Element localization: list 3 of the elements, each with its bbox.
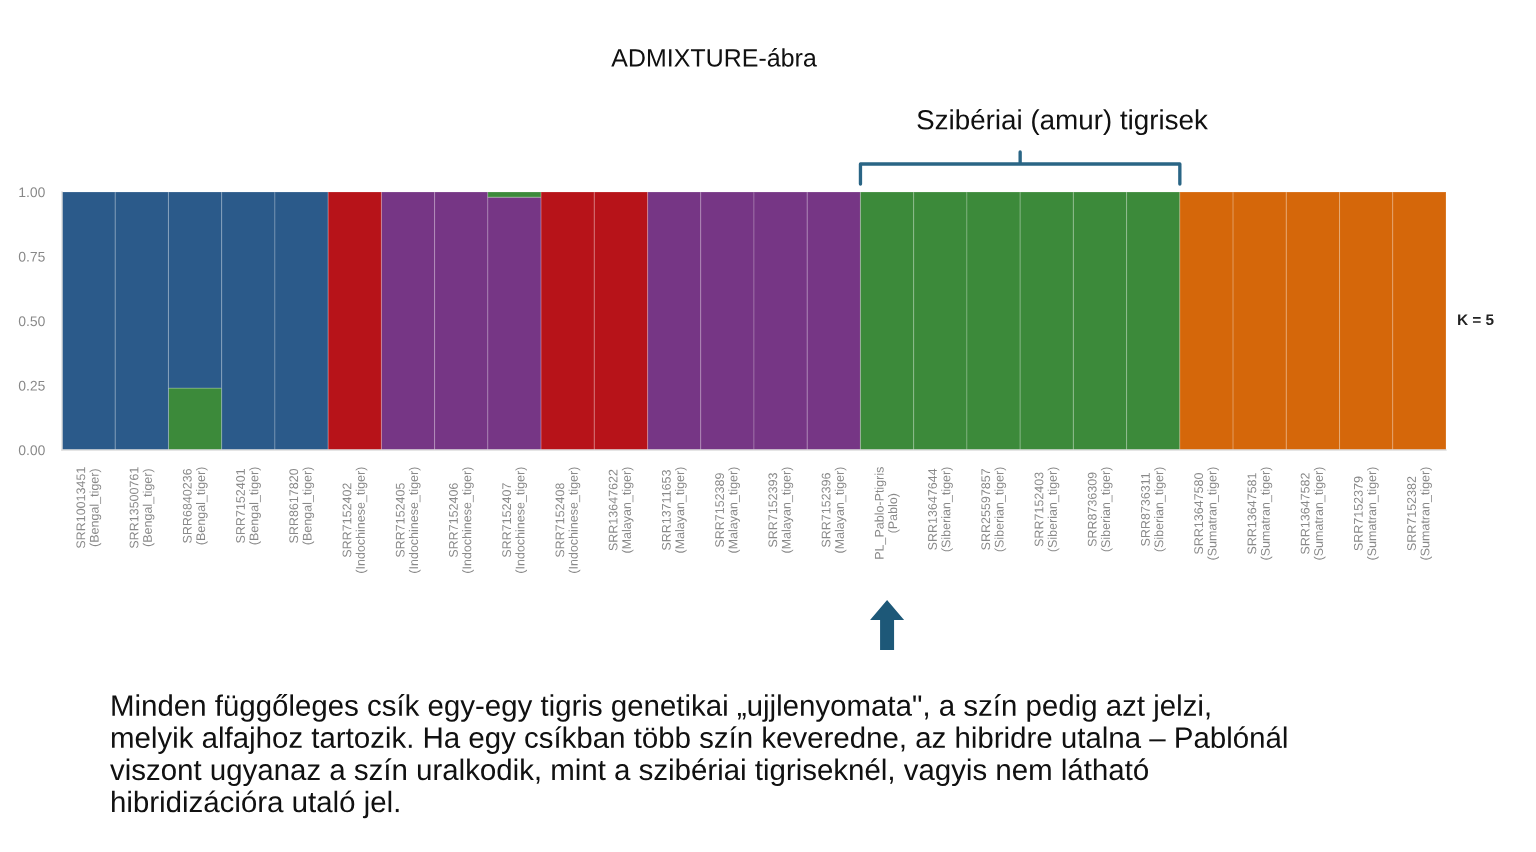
text: Szibériai (amur) tigrisek [917,108,1208,136]
text: Minden függőleges csík egy-egy tigris genetikai „ujjlenyomata", a szín pedig azt jelzi, melyik alfajhoz tartozik. Ha egy csíkban több szín keveredne, az hibridre utalna – Pablónál viszont ugyanaz a szín uralkodik, mint a szibériai tigriseknél, vagyis nem látható hibridizációra utaló jel. [110,694,1287,819]
chart-title: ADMIXTURE-ábra [611,48,817,67]
